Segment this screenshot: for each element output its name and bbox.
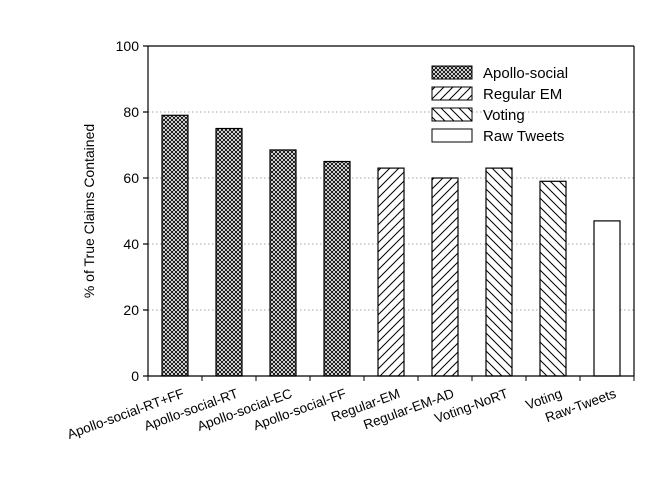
- legend: Apollo-social Regular EM Voting Raw Tweets: [431, 65, 568, 145]
- bar-voting: [539, 180, 567, 377]
- bar-regular-em-ad: [431, 177, 459, 377]
- axes: [143, 45, 635, 381]
- legend-swatch: [431, 86, 473, 101]
- legend-label: Apollo-social: [483, 65, 568, 82]
- legend-label: Raw Tweets: [483, 128, 564, 145]
- y-tick-label: 100: [116, 38, 140, 54]
- y-tick-label: 20: [123, 302, 139, 318]
- bar-regular-em: [377, 167, 405, 377]
- legend-label: Voting: [483, 107, 525, 124]
- y-tick-label: 40: [123, 236, 139, 252]
- bar-apollo-social-ff: [323, 160, 351, 377]
- bar-voting-nort: [485, 167, 513, 377]
- legend-label: Regular EM: [483, 86, 562, 103]
- bar-raw-tweets: [593, 220, 621, 377]
- bar-apollo-social-rt-ff: [161, 114, 189, 377]
- legend-swatch: [431, 128, 473, 143]
- bars: [161, 114, 621, 377]
- y-axis-label: % of True Claims Contained: [81, 124, 97, 298]
- legend-swatch: [431, 107, 473, 122]
- legend-swatch: [431, 65, 473, 80]
- y-tick-label: 0: [131, 368, 139, 384]
- y-tick-label: 80: [123, 104, 139, 120]
- bar-apollo-social-rt: [215, 127, 243, 377]
- y-tick-label: 60: [123, 170, 139, 186]
- bar-apollo-social-ec: [269, 149, 297, 377]
